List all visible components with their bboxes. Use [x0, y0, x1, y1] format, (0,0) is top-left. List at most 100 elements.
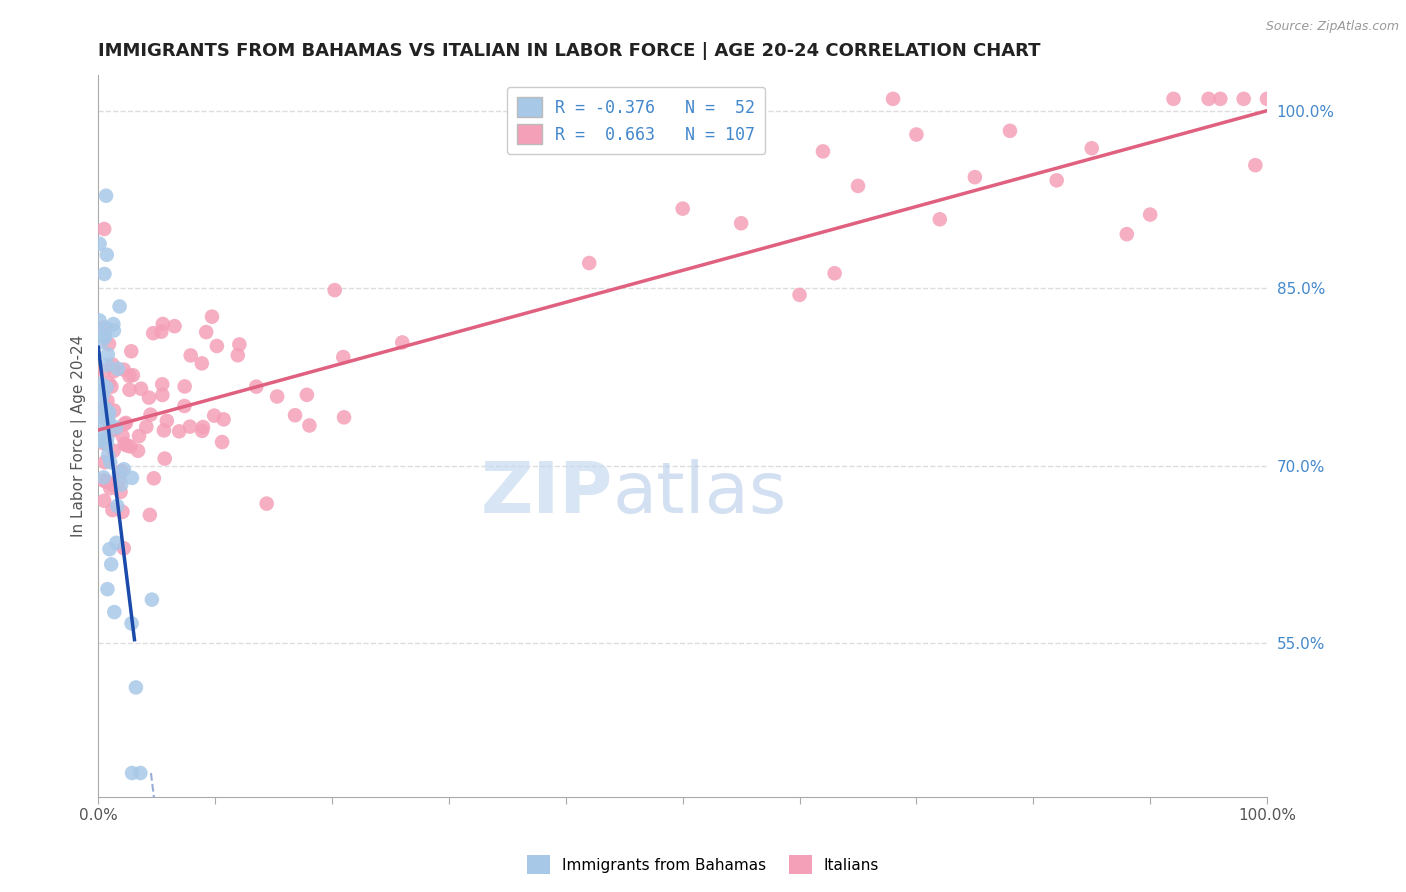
Point: [150, 388, 173, 402]
Point: [93, 470, 115, 484]
Point: [245, 379, 267, 393]
Point: [1115, 227, 1137, 242]
Point: [730, 216, 752, 230]
Legend: R = -0.376   N =  52, R =  0.663   N = 107: R = -0.376 N = 52, R = 0.663 N = 107: [506, 87, 765, 154]
Point: [173, 379, 195, 393]
Point: [127, 443, 149, 458]
Point: [93, 493, 115, 508]
Point: [97, 448, 120, 462]
Point: [96, 475, 118, 489]
Point: [93, 330, 115, 344]
Point: [1209, 92, 1232, 106]
Point: [1139, 208, 1161, 222]
Point: [112, 462, 135, 476]
Point: [135, 419, 157, 434]
Text: ZIP: ZIP: [481, 459, 613, 528]
Point: [129, 766, 152, 780]
Point: [114, 417, 136, 431]
Point: [128, 429, 150, 443]
Point: [789, 288, 811, 302]
Point: [103, 317, 125, 331]
Point: [121, 471, 143, 485]
Point: [1046, 173, 1069, 187]
Point: [332, 350, 354, 364]
Point: [93, 436, 115, 450]
Point: [138, 391, 160, 405]
Point: [226, 348, 249, 362]
Point: [97, 409, 120, 424]
Point: [391, 335, 413, 350]
Point: [110, 477, 132, 491]
Point: [96, 380, 118, 394]
Point: [98, 337, 121, 351]
Point: [94, 329, 117, 343]
Point: [1256, 92, 1278, 106]
Point: [1198, 92, 1220, 106]
Point: [97, 347, 120, 361]
Point: [89, 326, 111, 340]
Point: [672, 202, 695, 216]
Point: [211, 435, 233, 450]
Point: [115, 438, 138, 452]
Point: [180, 348, 202, 362]
Point: [98, 424, 121, 438]
Point: [91, 398, 114, 412]
Point: [105, 499, 128, 513]
Point: [156, 414, 179, 428]
Point: [96, 358, 118, 372]
Point: [93, 320, 115, 334]
Point: [142, 326, 165, 341]
Text: atlas: atlas: [613, 459, 787, 528]
Point: [93, 267, 115, 281]
Point: [101, 358, 124, 372]
Point: [295, 388, 318, 402]
Point: [333, 410, 356, 425]
Point: [90, 376, 112, 391]
Point: [94, 188, 117, 202]
Point: [298, 418, 321, 433]
Point: [97, 376, 120, 391]
Point: [93, 222, 115, 236]
Text: IMMIGRANTS FROM BAHAMAS VS ITALIAN IN LABOR FORCE | AGE 20-24 CORRELATION CHART: IMMIGRANTS FROM BAHAMAS VS ITALIAN IN LA…: [98, 42, 1040, 60]
Point: [91, 433, 114, 447]
Point: [98, 542, 121, 557]
Point: [905, 128, 928, 142]
Point: [93, 411, 115, 425]
Point: [103, 443, 125, 458]
Point: [121, 766, 143, 780]
Point: [120, 344, 142, 359]
Point: [91, 414, 114, 428]
Legend: Immigrants from Bahamas, Italians: Immigrants from Bahamas, Italians: [520, 849, 886, 880]
Point: [191, 356, 214, 370]
Point: [228, 337, 250, 351]
Point: [191, 420, 214, 434]
Point: [153, 424, 176, 438]
Point: [94, 401, 117, 415]
Point: [96, 393, 118, 408]
Point: [118, 368, 141, 383]
Point: [1163, 92, 1185, 106]
Point: [1233, 92, 1256, 106]
Point: [142, 471, 165, 485]
Text: Source: ZipAtlas.com: Source: ZipAtlas.com: [1265, 20, 1399, 33]
Point: [104, 422, 127, 436]
Point: [96, 582, 118, 596]
Point: [110, 485, 132, 500]
Point: [107, 361, 129, 376]
Point: [94, 455, 117, 469]
Point: [111, 429, 134, 443]
Point: [98, 455, 121, 469]
Point: [101, 503, 124, 517]
Point: [118, 383, 141, 397]
Point: [105, 420, 128, 434]
Point: [93, 409, 115, 423]
Point: [100, 379, 122, 393]
Point: [90, 334, 112, 349]
Point: [103, 364, 125, 378]
Point: [108, 473, 131, 487]
Point: [103, 605, 125, 619]
Point: [882, 92, 904, 106]
Point: [846, 178, 869, 193]
Point: [112, 541, 135, 556]
Point: [96, 437, 118, 451]
